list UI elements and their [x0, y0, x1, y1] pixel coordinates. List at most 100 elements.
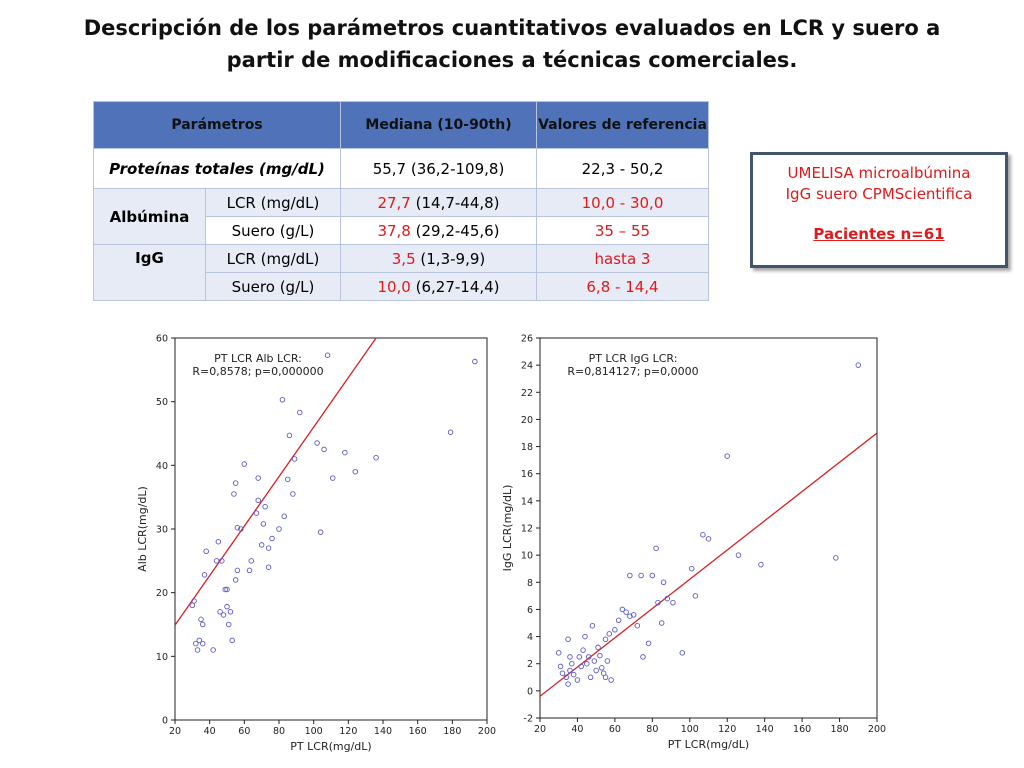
data-point [225, 621, 232, 628]
correlation-label: PT LCR IgG LCR: [589, 352, 678, 365]
table-row: Albúmina LCR (mg/dL) 27,7 (14,7-44,8) 10… [93, 188, 709, 245]
title-line-1: Descripción de los parámetros cuantitati… [83, 16, 941, 40]
y-tick-label: 16 [521, 469, 533, 480]
data-point [570, 671, 577, 678]
data-point [585, 654, 592, 660]
data-point [599, 665, 605, 671]
data-point [688, 565, 695, 572]
data-point [276, 526, 282, 532]
data-point [724, 453, 730, 459]
data-point [569, 660, 575, 667]
data-point [265, 545, 272, 551]
data-point [645, 640, 652, 647]
data-point [574, 677, 581, 683]
data-point [232, 577, 239, 583]
y-tick-label: -2 [524, 714, 533, 725]
data-point [253, 510, 260, 516]
igg-lcr-referencia: hasta 3 [536, 244, 709, 273]
data-point [324, 352, 331, 358]
table-row: Suero (g/L) 10,0 (6,27-14,4) 6,8 - 14,4 [94, 272, 709, 301]
albumina-suero-sample: Suero (g/L) [205, 216, 341, 245]
data-point [589, 622, 596, 629]
data-point [602, 636, 609, 643]
data-point [196, 637, 203, 644]
data-point [705, 536, 712, 542]
x-tick-label: 180 [830, 724, 848, 735]
x-tick-label: 100 [305, 726, 323, 737]
data-point [735, 552, 742, 558]
y-tick-label: 30 [156, 525, 168, 536]
y-tick-label: 60 [156, 334, 168, 345]
data-point [265, 564, 272, 570]
y-tick-label: 2 [527, 659, 533, 670]
parameters-table: Parámetros Mediana (10-90th) Valores de … [93, 101, 709, 301]
x-tick-label: 120 [339, 726, 357, 737]
data-point [189, 602, 196, 609]
y-tick-label: 8 [527, 578, 533, 589]
data-point [199, 640, 206, 647]
data-point [232, 480, 239, 486]
albumina-lcr-referencia: 10,0 - 30,0 [536, 188, 709, 217]
data-point [352, 468, 359, 475]
albumina-suero-referencia: 35 – 55 [536, 216, 709, 245]
x-tick-label: 180 [443, 726, 461, 737]
igg-lcr-range: (1,3-9,9) [420, 249, 486, 268]
proteinas-label: Proteínas totales (mg/dL) [93, 148, 341, 189]
data-point [567, 654, 573, 660]
x-tick-label: 40 [571, 724, 583, 735]
y-tick-label: 20 [156, 588, 168, 599]
y-tick-label: 14 [521, 496, 533, 507]
data-point [664, 595, 671, 602]
igg-suero-range: (6,27-14,4) [415, 277, 500, 296]
data-point [281, 513, 287, 520]
title-line-2: partir de modificaciones a técnicas come… [226, 48, 798, 72]
proteinas-referencia: 22,3 - 50,2 [536, 148, 709, 189]
data-point [234, 567, 241, 574]
header-mediana: Mediana (10-90th) [340, 101, 537, 149]
albumina-suero-mediana: 37,8 (29,2-45,6) [340, 216, 537, 245]
x-tick-label: 200 [478, 726, 496, 737]
y-tick-label: 10 [156, 652, 168, 663]
correlation-stats: R=0,814127; p=0,0000 [567, 365, 698, 378]
data-point [260, 521, 267, 527]
x-tick-label: 40 [204, 726, 216, 737]
albumina-lcr-mediana: 27,7 (14,7-44,8) [340, 188, 537, 217]
table-row: Suero (g/L) 37,8 (29,2-45,6) 35 – 55 [94, 216, 709, 245]
data-point [565, 636, 571, 643]
scatter-chart-albumin: 20 40 60 80 100 120 140 160 180 200 0 10 20 30 40 50 60 P… [136, 334, 496, 754]
data-point [201, 572, 208, 578]
x-tick-label: 140 [756, 724, 774, 735]
data-point [203, 548, 209, 555]
y-tick-label: 6 [527, 605, 533, 616]
data-point [194, 647, 201, 653]
data-point [269, 535, 275, 542]
data-point [758, 561, 764, 568]
data-point [248, 558, 255, 564]
igg-suero-referencia: 6,8 - 14,4 [536, 272, 709, 301]
y-tick-label: 26 [521, 334, 533, 345]
header-parametros: Parámetros [93, 101, 341, 149]
data-point [291, 456, 298, 462]
data-point [606, 631, 613, 637]
x-tick-label: 100 [681, 724, 699, 735]
data-point [638, 572, 644, 579]
data-point [321, 446, 327, 453]
igg-suero-sample: Suero (g/L) [205, 272, 341, 301]
data-point [576, 654, 583, 660]
data-point [563, 674, 569, 681]
igg-lcr-mediana: 3,5 (1,3-9,9) [340, 244, 537, 273]
data-point [623, 609, 629, 615]
y-tick-label: 18 [521, 442, 533, 453]
plot-frame [174, 337, 488, 721]
plot-frame [539, 337, 878, 719]
x-axis-title: PT LCR(mg/dL) [290, 740, 371, 753]
x-tick-label: 80 [646, 724, 658, 735]
y-tick-label: 22 [521, 388, 533, 399]
x-tick-label: 140 [374, 726, 392, 737]
data-point [262, 503, 268, 510]
x-tick-label: 120 [718, 724, 736, 735]
info-line-1: UMELISA microalbúmina [787, 164, 971, 182]
y-tick-label: 12 [521, 524, 533, 535]
method-info-box: UMELISA microalbúmina IgG suero CPMScien… [750, 152, 1008, 268]
x-tick-label: 80 [273, 726, 285, 737]
